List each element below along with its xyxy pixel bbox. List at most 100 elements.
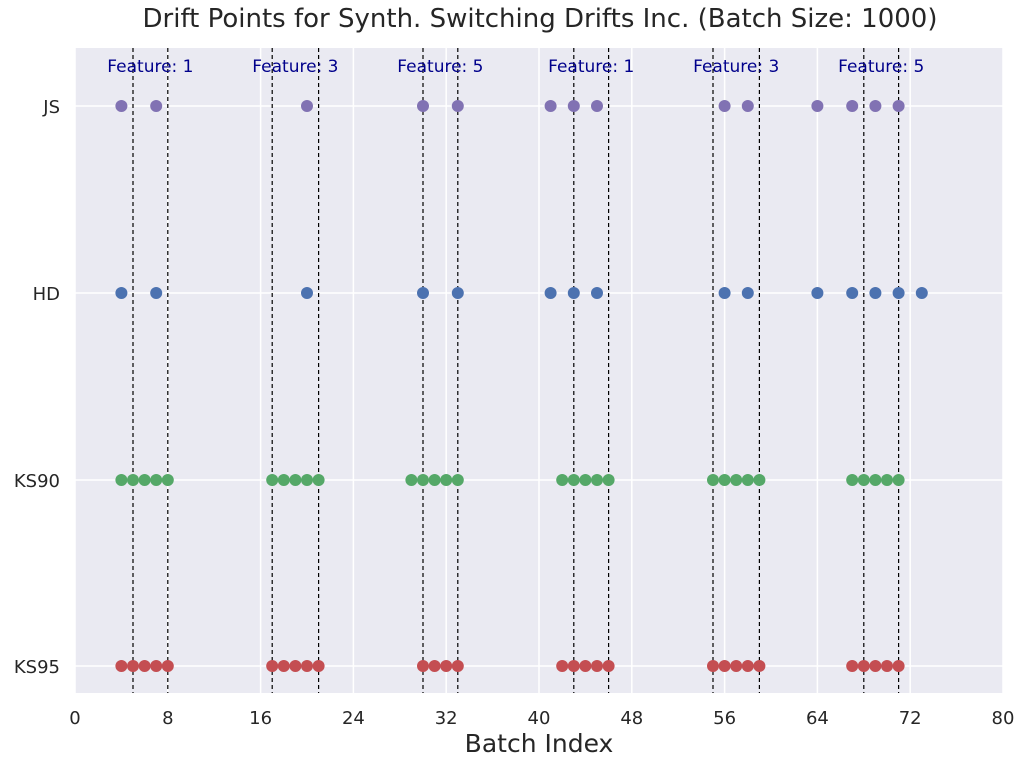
x-tick-label: 8: [162, 708, 173, 729]
grid-lines: [74, 48, 1004, 693]
data-point: [440, 660, 453, 672]
data-point: [428, 474, 441, 486]
data-point: [892, 100, 905, 112]
data-point: [567, 660, 580, 672]
data-point: [567, 287, 580, 299]
data-point: [718, 287, 731, 299]
data-point: [451, 287, 464, 299]
data-point: [556, 474, 569, 486]
data-point: [417, 100, 429, 112]
data-point: [544, 287, 557, 299]
data-point: [846, 287, 859, 299]
data-point: [718, 100, 731, 112]
data-point: [857, 660, 870, 672]
data-point: [451, 660, 464, 672]
data-point: [718, 474, 731, 486]
series-js: [115, 100, 905, 112]
data-point: [602, 474, 615, 486]
data-point: [161, 660, 174, 672]
data-point: [301, 474, 313, 486]
data-point: [741, 474, 754, 486]
data-point: [707, 660, 719, 672]
data-point: [115, 660, 128, 672]
data-point: [405, 474, 418, 486]
data-point: [591, 100, 603, 112]
data-point: [718, 660, 731, 672]
data-point: [440, 474, 453, 486]
x-tick-label: 24: [342, 708, 365, 729]
data-point: [417, 474, 429, 486]
data-point: [811, 100, 824, 112]
data-point: [846, 474, 859, 486]
data-point: [277, 660, 290, 672]
x-axis-title: Batch Index: [465, 729, 614, 758]
axis-ticks: 0 8 16 24 32 40 48 56 64 72 80 KS95 KS90 HD JS: [14, 97, 1015, 729]
x-tick-label: 16: [249, 708, 272, 729]
data-point: [591, 660, 603, 672]
data-point: [127, 660, 139, 672]
data-point: [451, 474, 464, 486]
data-point: [741, 100, 754, 112]
y-tick-label: HD: [33, 284, 60, 305]
x-tick-label: 40: [528, 708, 551, 729]
data-point: [753, 474, 766, 486]
data-point: [892, 287, 905, 299]
data-point: [138, 660, 151, 672]
x-tick-label: 72: [899, 708, 922, 729]
data-point: [869, 287, 882, 299]
data-point: [266, 474, 279, 486]
data-point: [150, 660, 163, 672]
data-point: [150, 100, 163, 112]
data-point: [591, 287, 603, 299]
drift-region-label: Feature: 3: [252, 57, 338, 77]
data-point: [846, 100, 859, 112]
data-point: [741, 660, 754, 672]
data-point: [707, 474, 719, 486]
data-point: [150, 474, 163, 486]
drift-region-markers: Feature: 1 Feature: 3 Feature: 5 Feature: 1…: [107, 48, 924, 693]
data-point: [811, 287, 824, 299]
x-tick-label: 80: [992, 708, 1015, 729]
data-point: [567, 100, 580, 112]
data-point: [312, 474, 325, 486]
data-point: [428, 660, 441, 672]
drift-region-label: Feature: 1: [548, 57, 634, 77]
data-point: [846, 660, 859, 672]
x-tick-label: 56: [713, 708, 736, 729]
data-point: [115, 100, 128, 112]
series-hd: [115, 287, 928, 299]
chart-title: Drift Points for Synth. Switching Drifts…: [142, 4, 938, 34]
data-point: [266, 660, 279, 672]
y-tick-label: KS95: [14, 657, 60, 678]
data-point: [289, 474, 302, 486]
data-point: [417, 287, 429, 299]
data-point: [556, 660, 569, 672]
data-point: [301, 287, 313, 299]
data-point: [544, 100, 557, 112]
y-tick-label: KS90: [14, 471, 60, 492]
data-point: [115, 287, 128, 299]
y-tick-label: JS: [42, 97, 60, 118]
data-point: [869, 100, 882, 112]
drift-region-label: Feature: 3: [693, 57, 779, 77]
data-point: [301, 100, 313, 112]
data-point: [753, 660, 766, 672]
data-point: [161, 474, 174, 486]
data-point: [301, 660, 313, 672]
data-point: [869, 660, 882, 672]
data-point: [579, 474, 592, 486]
series-ks90: [115, 474, 905, 486]
data-point: [730, 474, 743, 486]
data-point: [312, 660, 325, 672]
drift-points: [115, 100, 928, 672]
drift-region-label: Feature: 5: [838, 57, 924, 77]
x-tick-label: 0: [69, 708, 80, 729]
data-point: [451, 100, 464, 112]
data-point: [892, 660, 905, 672]
series-ks95: [115, 660, 905, 672]
x-tick-label: 64: [806, 708, 829, 729]
data-point: [602, 660, 615, 672]
data-point: [591, 474, 603, 486]
data-point: [417, 660, 429, 672]
